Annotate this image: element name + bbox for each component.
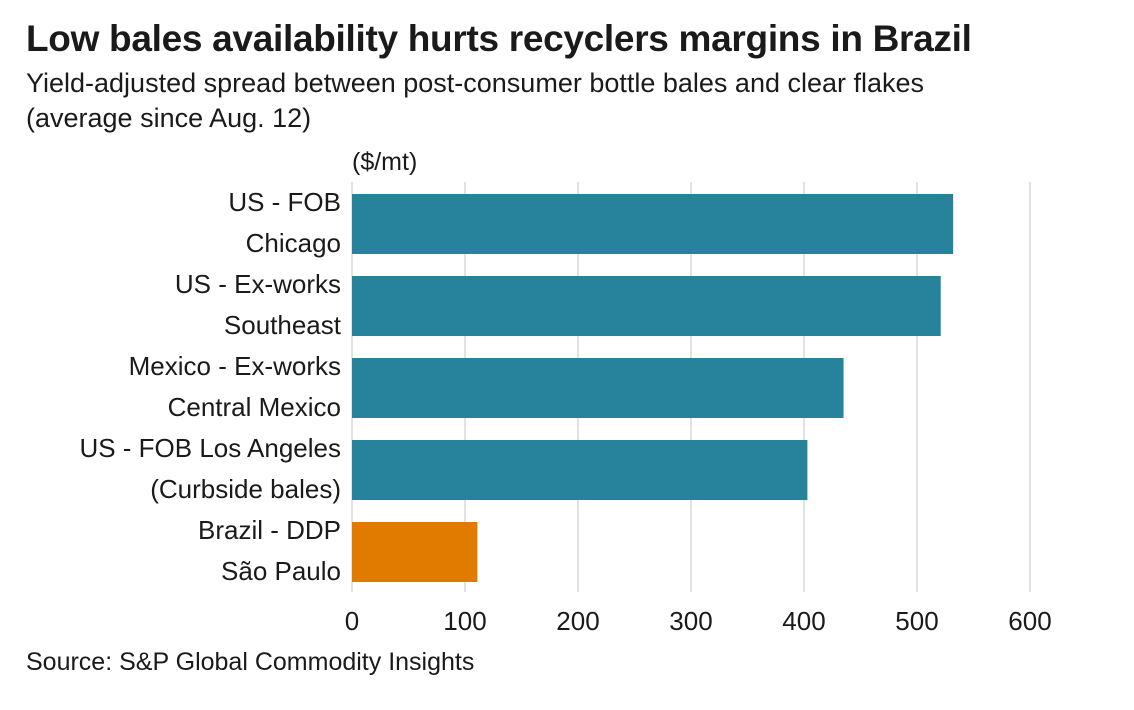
category-label-3-line-2: (Curbside bales): [150, 474, 341, 504]
category-label-2-line-1: Mexico - Ex-works: [129, 351, 341, 381]
category-label-2-line-2: Central Mexico: [168, 392, 341, 422]
x-tick-label-100: 100: [443, 606, 486, 636]
bar-chart: ($/mt) US - FOB Chicago US - Ex-works South…: [79, 148, 1052, 636]
x-tick-label-0: 0: [345, 606, 359, 636]
category-label-0-line-2: Chicago: [246, 228, 341, 258]
chart-title: Low bales availability hurts recyclers m…: [26, 18, 972, 59]
category-label-1-line-1: US - Ex-works: [175, 269, 341, 299]
category-label-4-line-2: São Paulo: [221, 556, 341, 586]
x-tick-label-300: 300: [669, 606, 712, 636]
bar-0: [352, 194, 954, 254]
x-tick-labels: 0 100 200 300 400 500 600: [345, 606, 1052, 636]
category-label-3-line-1: US - FOB Los Angeles: [79, 433, 341, 463]
chart-area: ($/mt) US - FOB Chicago US - Ex-works South…: [79, 148, 1052, 636]
category-label-0-line-1: US - FOB: [228, 187, 341, 217]
subtitle-line-2: (average since Aug. 12): [26, 103, 312, 133]
category-label-4-line-1: Brazil - DDP: [198, 515, 341, 545]
source-note: Source: S&P Global Commodity Insights: [26, 648, 475, 676]
bar-3: [352, 440, 808, 500]
bar-4: [352, 522, 478, 582]
chart-subtitle: Yield-adjusted spread between post-consu…: [26, 66, 1126, 136]
subtitle-line-1: Yield-adjusted spread between post-consu…: [26, 68, 925, 98]
x-tick-label-500: 500: [895, 606, 938, 636]
category-label-1-line-2: Southeast: [224, 310, 342, 340]
bars: [352, 194, 954, 582]
x-tick-label-400: 400: [782, 606, 825, 636]
bar-2: [352, 358, 844, 418]
bar-1: [352, 276, 941, 336]
x-tick-label-600: 600: [1008, 606, 1051, 636]
category-labels: US - FOB Chicago US - Ex-works Southeast Mex…: [79, 187, 341, 586]
unit-label: ($/mt): [352, 148, 417, 176]
x-tick-label-200: 200: [556, 606, 599, 636]
